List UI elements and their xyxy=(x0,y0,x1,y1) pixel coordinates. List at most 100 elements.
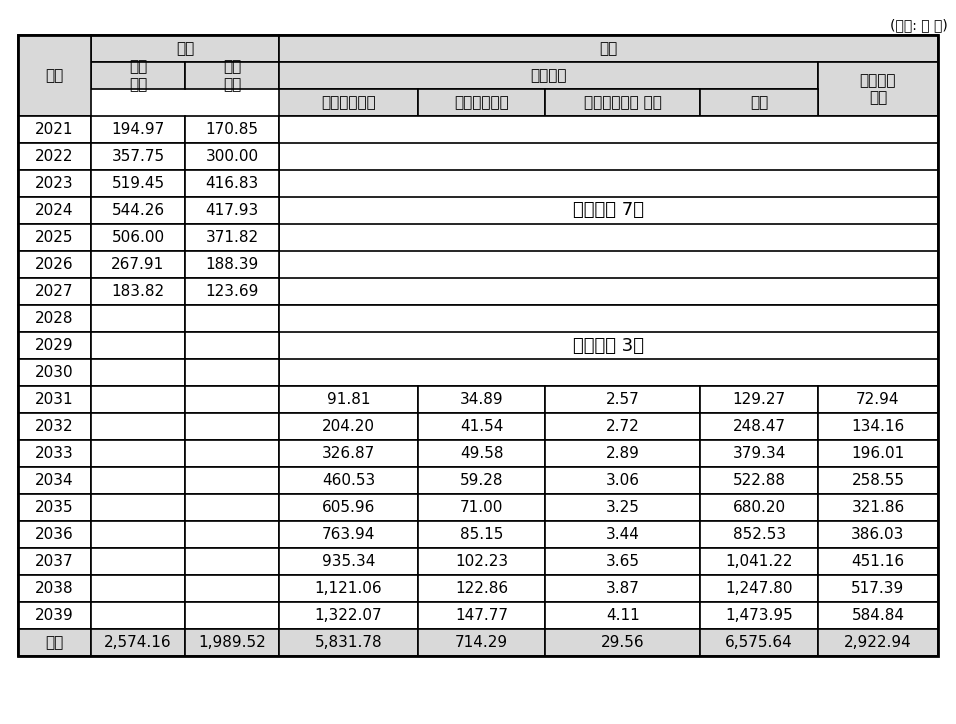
Text: 합계: 합계 xyxy=(45,635,64,650)
Bar xyxy=(701,440,818,467)
Bar xyxy=(418,629,545,656)
Bar xyxy=(91,332,185,359)
Bar xyxy=(545,575,701,602)
Bar xyxy=(18,251,91,278)
Bar xyxy=(701,413,818,440)
Text: 267.91: 267.91 xyxy=(112,257,164,272)
Bar xyxy=(545,467,701,494)
Bar xyxy=(185,494,279,521)
Bar xyxy=(91,62,185,89)
Text: 714.29: 714.29 xyxy=(455,635,508,650)
Bar xyxy=(818,575,938,602)
Bar xyxy=(18,35,938,656)
Bar xyxy=(818,386,938,413)
Bar xyxy=(185,521,279,548)
Bar xyxy=(18,197,91,224)
Text: 1,322.07: 1,322.07 xyxy=(315,608,382,623)
Text: 371.82: 371.82 xyxy=(206,230,259,245)
Bar xyxy=(279,305,938,386)
Text: 935.34: 935.34 xyxy=(322,554,376,569)
Bar xyxy=(818,629,938,656)
Text: 3.06: 3.06 xyxy=(606,473,640,488)
Bar xyxy=(18,305,91,332)
Text: 1,041.22: 1,041.22 xyxy=(726,554,793,569)
Bar xyxy=(279,494,418,521)
Text: 현재가치
합계: 현재가치 합계 xyxy=(859,73,896,105)
Bar xyxy=(279,602,418,629)
Bar xyxy=(418,89,545,116)
Text: 300.00: 300.00 xyxy=(206,149,259,164)
Text: 379.34: 379.34 xyxy=(732,446,786,461)
Text: 72.94: 72.94 xyxy=(857,392,900,407)
Bar xyxy=(279,521,418,548)
Bar xyxy=(545,440,701,467)
Bar xyxy=(185,305,279,332)
Text: 522.88: 522.88 xyxy=(732,473,786,488)
Text: 326.87: 326.87 xyxy=(322,446,375,461)
Bar xyxy=(18,332,91,359)
Bar xyxy=(91,143,185,170)
Text: 2023: 2023 xyxy=(35,176,74,191)
Text: 2026: 2026 xyxy=(35,257,74,272)
Bar xyxy=(18,548,91,575)
Bar xyxy=(18,386,91,413)
Bar xyxy=(18,413,91,440)
Text: 명목
가치: 명목 가치 xyxy=(129,59,147,92)
Bar xyxy=(279,629,418,656)
Bar xyxy=(818,521,938,548)
Bar xyxy=(185,251,279,278)
Bar xyxy=(418,602,545,629)
Text: 3.25: 3.25 xyxy=(606,500,640,515)
Text: 2,922.94: 2,922.94 xyxy=(844,635,912,650)
Text: 506.00: 506.00 xyxy=(112,230,164,245)
Bar xyxy=(185,143,279,170)
Bar xyxy=(91,197,185,224)
Text: 2034: 2034 xyxy=(35,473,74,488)
Text: 5,831.78: 5,831.78 xyxy=(315,635,382,650)
Bar xyxy=(279,62,818,89)
Bar xyxy=(279,575,418,602)
Bar xyxy=(18,521,91,548)
Text: 258.55: 258.55 xyxy=(852,473,904,488)
Bar xyxy=(418,494,545,521)
Text: 194.97: 194.97 xyxy=(112,122,164,137)
Bar xyxy=(418,386,545,413)
Text: 2024: 2024 xyxy=(35,203,74,218)
Text: 248.47: 248.47 xyxy=(732,419,786,434)
Bar xyxy=(701,494,818,521)
Bar xyxy=(18,440,91,467)
Bar xyxy=(91,116,185,143)
Text: 605.96: 605.96 xyxy=(322,500,376,515)
Bar xyxy=(545,386,701,413)
Text: 비용: 비용 xyxy=(176,41,194,56)
Text: 2036: 2036 xyxy=(35,527,74,542)
Bar xyxy=(545,494,701,521)
Bar xyxy=(418,548,545,575)
Text: 584.84: 584.84 xyxy=(852,608,904,623)
Text: 3.44: 3.44 xyxy=(606,527,640,542)
Text: 4.11: 4.11 xyxy=(606,608,640,623)
Bar xyxy=(91,521,185,548)
Bar xyxy=(818,494,938,521)
Bar xyxy=(279,89,418,116)
Text: 2,574.16: 2,574.16 xyxy=(104,635,172,650)
Text: 2031: 2031 xyxy=(35,392,74,407)
Bar xyxy=(818,413,938,440)
Text: 1,121.06: 1,121.06 xyxy=(315,581,382,596)
Text: 2.57: 2.57 xyxy=(606,392,640,407)
Text: 2029: 2029 xyxy=(35,338,74,353)
Text: 460.53: 460.53 xyxy=(322,473,375,488)
Text: 147.77: 147.77 xyxy=(455,608,508,623)
Bar xyxy=(185,116,279,143)
Bar xyxy=(18,467,91,494)
Bar xyxy=(701,602,818,629)
Text: 680.20: 680.20 xyxy=(732,500,786,515)
Bar xyxy=(418,413,545,440)
Text: 합계: 합계 xyxy=(750,95,769,110)
Bar xyxy=(418,575,545,602)
Bar xyxy=(185,602,279,629)
Text: 2025: 2025 xyxy=(35,230,74,245)
Text: 회입기간 3년: 회입기간 3년 xyxy=(573,337,644,355)
Bar xyxy=(18,494,91,521)
Bar xyxy=(545,548,701,575)
